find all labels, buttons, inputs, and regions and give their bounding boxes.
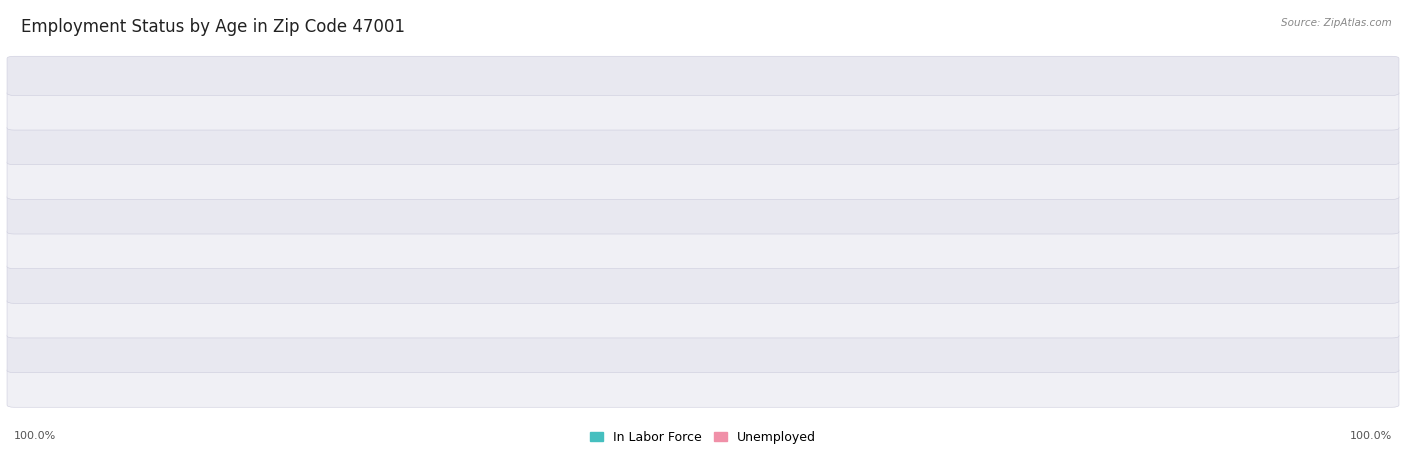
Bar: [794, 240, 827, 258]
Text: 100.0%: 100.0%: [1350, 431, 1392, 441]
Bar: [794, 67, 815, 85]
Text: 16 to 19 Years: 16 to 19 Years: [678, 382, 756, 393]
Text: Source: ZipAtlas.com: Source: ZipAtlas.com: [1281, 18, 1392, 28]
Bar: [70, 205, 640, 224]
Bar: [321, 378, 640, 397]
Text: 2.4%: 2.4%: [612, 69, 643, 82]
Text: 55 to 59 Years: 55 to 59 Years: [678, 175, 756, 185]
Text: 27.8%: 27.8%: [432, 104, 472, 117]
Text: 0.0%: 0.0%: [824, 277, 853, 290]
Text: 65 to 74 Years: 65 to 74 Years: [678, 105, 756, 116]
Bar: [794, 136, 815, 154]
Text: 99.5%: 99.5%: [0, 312, 24, 325]
Bar: [103, 240, 640, 258]
Text: 100.0%: 100.0%: [14, 431, 56, 441]
Bar: [794, 101, 815, 120]
Bar: [624, 67, 640, 85]
Text: 60 to 64 Years: 60 to 64 Years: [678, 140, 756, 150]
Text: 85.9%: 85.9%: [67, 243, 108, 256]
Text: 0.7%: 0.7%: [807, 173, 838, 186]
Bar: [17, 309, 640, 328]
Text: 2.2%: 2.2%: [817, 346, 846, 360]
Bar: [465, 101, 640, 120]
Bar: [90, 274, 640, 293]
Text: 91.1%: 91.1%: [35, 208, 76, 221]
Bar: [794, 274, 815, 293]
Text: 0.0%: 0.0%: [824, 139, 853, 152]
Text: 25 to 29 Years: 25 to 29 Years: [678, 313, 756, 324]
Text: 30 to 34 Years: 30 to 34 Years: [678, 279, 756, 289]
Text: 50.9%: 50.9%: [287, 381, 328, 394]
Text: 20 to 24 Years: 20 to 24 Years: [678, 348, 756, 358]
Text: 45 to 54 Years: 45 to 54 Years: [678, 209, 756, 220]
Text: 77.3%: 77.3%: [121, 173, 162, 186]
Text: 2.7%: 2.7%: [820, 208, 849, 221]
Bar: [794, 309, 803, 328]
Bar: [794, 344, 807, 362]
Text: 87.8%: 87.8%: [56, 277, 97, 290]
Bar: [277, 136, 640, 154]
Text: 0.0%: 0.0%: [824, 381, 853, 394]
Bar: [41, 344, 640, 362]
Text: 1.4%: 1.4%: [811, 312, 842, 325]
Legend: In Labor Force, Unemployed: In Labor Force, Unemployed: [591, 431, 815, 444]
Bar: [156, 171, 640, 189]
Text: 0.0%: 0.0%: [824, 104, 853, 117]
Bar: [794, 378, 815, 397]
Text: 95.8%: 95.8%: [6, 346, 46, 360]
Text: Employment Status by Age in Zip Code 47001: Employment Status by Age in Zip Code 470…: [21, 18, 405, 36]
Text: 5.3%: 5.3%: [835, 243, 865, 256]
Bar: [794, 205, 810, 224]
Text: 75 Years and over: 75 Years and over: [666, 71, 768, 81]
Bar: [794, 171, 799, 189]
Text: 35 to 44 Years: 35 to 44 Years: [678, 244, 756, 254]
Text: 0.0%: 0.0%: [824, 69, 853, 82]
Text: 58.0%: 58.0%: [242, 139, 283, 152]
